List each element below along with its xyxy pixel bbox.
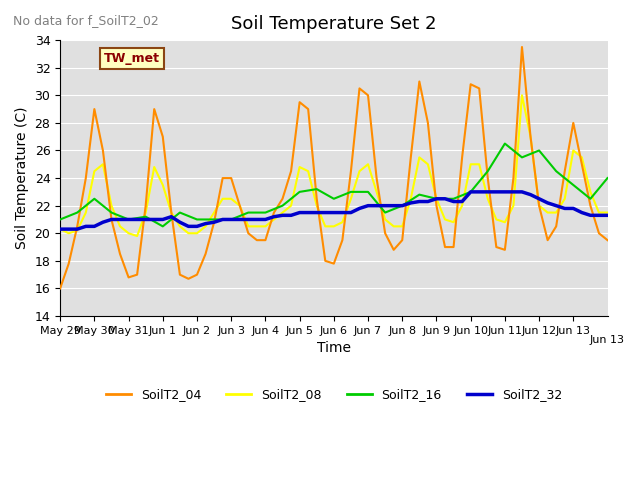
Y-axis label: Soil Temperature (C): Soil Temperature (C) <box>15 107 29 249</box>
Legend: SoilT2_04, SoilT2_08, SoilT2_16, SoilT2_32: SoilT2_04, SoilT2_08, SoilT2_16, SoilT2_… <box>100 383 567 406</box>
Text: TW_met: TW_met <box>104 52 160 65</box>
Title: Soil Temperature Set 2: Soil Temperature Set 2 <box>231 15 436 33</box>
X-axis label: Time: Time <box>317 341 351 355</box>
Text: Jun 13: Jun 13 <box>590 336 625 345</box>
Text: No data for f_SoilT2_02: No data for f_SoilT2_02 <box>13 14 159 27</box>
